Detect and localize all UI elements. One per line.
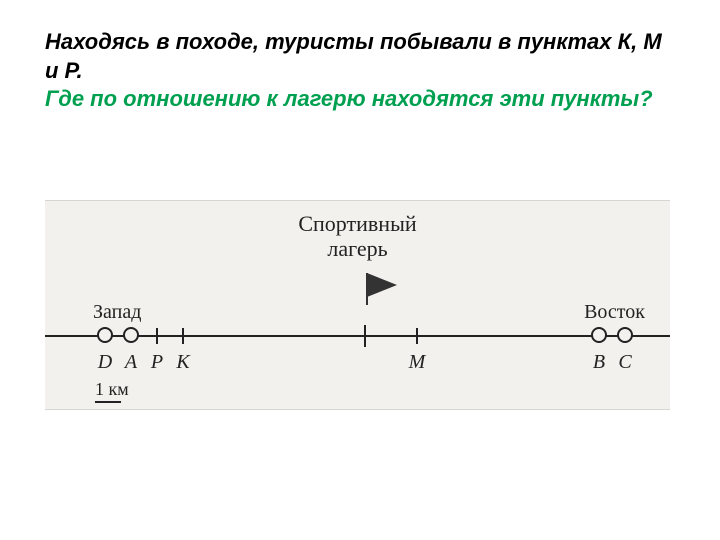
scale-label: 1 км: [95, 379, 129, 403]
tick-K: [182, 328, 184, 344]
tick-M: [416, 328, 418, 344]
hollow-B: [591, 327, 607, 343]
diagram: Спортивный лагерь Запад Восток 1 км PK M D…: [45, 200, 670, 410]
number-line: [45, 335, 670, 337]
question-line2: Где по отношению к лагерю находятся эти …: [45, 85, 675, 114]
hollow-D: [97, 327, 113, 343]
point-label-M: M: [409, 351, 426, 374]
point-label-B: B: [593, 351, 605, 374]
point-label-P: P: [151, 351, 163, 374]
scale-text: 1 км: [95, 379, 129, 399]
camp-label-l2: лагерь: [327, 236, 387, 261]
tick-P: [156, 328, 158, 344]
point-label-A: A: [125, 351, 137, 374]
east-label: Восток: [584, 301, 645, 324]
scale-underline: [95, 401, 121, 403]
west-label: Запад: [93, 301, 141, 324]
point-label-C: C: [618, 351, 631, 374]
tick-origin: [364, 325, 366, 347]
question-line1: Находясь в походе, туристы побывали в пу…: [45, 28, 675, 85]
camp-label: Спортивный лагерь: [45, 211, 670, 262]
hollow-C: [617, 327, 633, 343]
camp-label-l1: Спортивный: [298, 211, 416, 236]
point-label-K: K: [176, 351, 189, 374]
hollow-A: [123, 327, 139, 343]
question-block: Находясь в походе, туристы побывали в пу…: [45, 28, 675, 114]
point-label-D: D: [98, 351, 112, 374]
flag-icon: [364, 271, 400, 310]
